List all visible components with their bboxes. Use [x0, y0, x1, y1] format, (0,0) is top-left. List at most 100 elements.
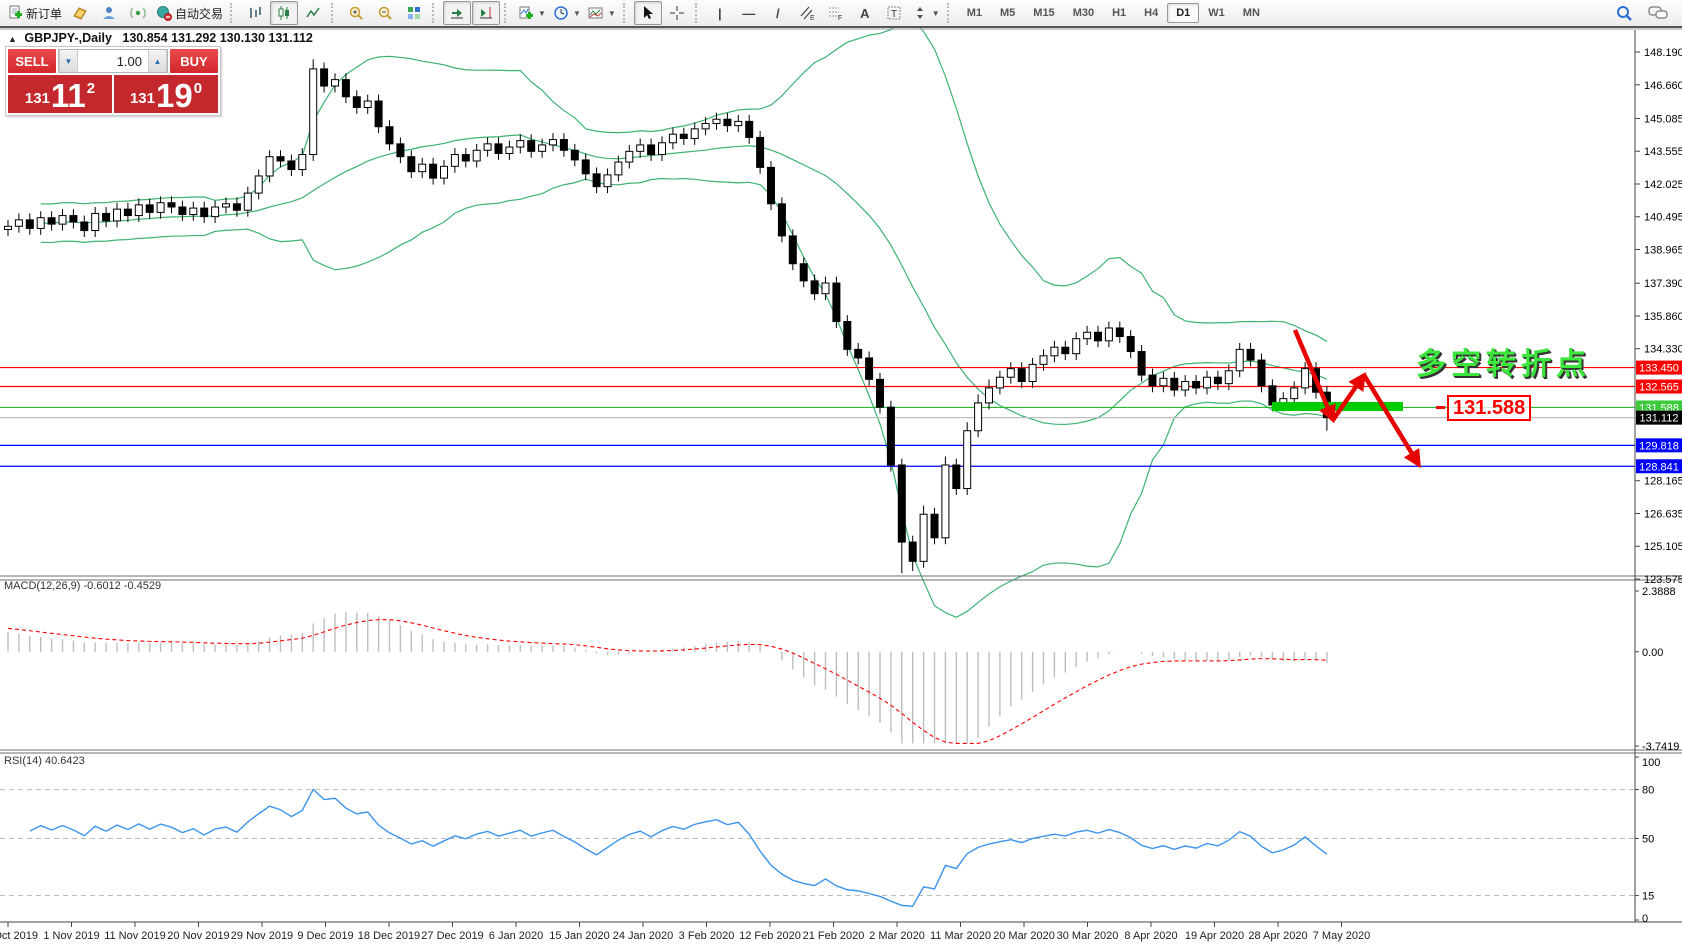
tile-windows-icon: [408, 7, 421, 19]
tile-windows-button[interactable]: [400, 1, 428, 25]
horizontal-lines: [0, 366, 1635, 467]
volume-decrease-button[interactable]: ▼: [59, 50, 78, 72]
crosshair-icon: [669, 6, 684, 20]
periods-button[interactable]: ▼: [550, 1, 584, 25]
svg-text:12 Feb 2020: 12 Feb 2020: [739, 930, 801, 942]
dropdown-caret-icon: ▼: [931, 8, 940, 18]
timeframe-m5-button[interactable]: M5: [1000, 7, 1016, 19]
line-chart-button[interactable]: [299, 1, 327, 25]
signals-button[interactable]: [124, 1, 152, 25]
svg-text:131.112: 131.112: [1640, 413, 1679, 425]
chart-shift-button[interactable]: [472, 1, 501, 25]
sell-button[interactable]: SELL: [8, 49, 56, 73]
dropdown-caret-icon: ▼: [572, 8, 581, 18]
svg-text:F: F: [838, 15, 842, 21]
svg-text:142.025: 142.025: [1644, 179, 1682, 191]
arrows-tool-button[interactable]: ▼: [909, 1, 943, 25]
volume-value[interactable]: 1.00: [116, 53, 142, 69]
volume-stepper: ▼ 1.00 ▲: [58, 49, 168, 73]
timeframe-m30-button[interactable]: M30: [1072, 7, 1095, 19]
one-click-trading-panel: SELL ▼ 1.00 ▲ BUY 131 11 2 131 19 0: [5, 46, 221, 116]
auto-trading-button[interactable]: 自动交易: [153, 1, 226, 25]
toolbar-grip: [432, 3, 439, 23]
bar-chart-button[interactable]: [241, 1, 269, 25]
svg-text:134.330: 134.330: [1644, 344, 1682, 356]
dropdown-caret-icon: ▼: [538, 8, 546, 18]
zoom-in-button[interactable]: [342, 1, 370, 25]
timeframe-m1-button[interactable]: M1: [966, 7, 982, 19]
macd-name: MACD(12,26,9): [4, 580, 81, 592]
svg-text:15 Jan 2020: 15 Jan 2020: [549, 930, 610, 942]
collapse-chart-arrow[interactable]: ▲: [8, 34, 17, 44]
label-tool-button[interactable]: T: [880, 1, 908, 25]
svg-text:20 Mar 2020: 20 Mar 2020: [993, 930, 1055, 942]
text-tool-button[interactable]: A: [851, 1, 879, 25]
svg-text:7 May 2020: 7 May 2020: [1313, 930, 1370, 942]
timeframe-h1-button[interactable]: H1: [1112, 7, 1127, 19]
buy-price-sup: 0: [193, 80, 203, 97]
chart-annotations: [1272, 329, 1421, 469]
horizontal-line-tool-button[interactable]: —: [735, 1, 763, 25]
svg-text:80: 80: [1642, 785, 1654, 797]
svg-text:125.105: 125.105: [1644, 541, 1682, 553]
profile-badge-icon: [73, 7, 87, 20]
new-order-icon: [9, 5, 22, 19]
candlestick-chart-button[interactable]: [270, 1, 299, 25]
zoom-out-button[interactable]: [371, 1, 399, 25]
toolbar-grip: [230, 3, 237, 23]
search-symbol-button[interactable]: [1610, 1, 1638, 25]
timeframe-h4-button[interactable]: H4: [1144, 7, 1159, 19]
svg-text:2 Mar 2020: 2 Mar 2020: [869, 930, 925, 942]
auto-scroll-button[interactable]: [443, 1, 472, 25]
svg-text:143.555: 143.555: [1644, 146, 1682, 158]
svg-text:21 Feb 2020: 21 Feb 2020: [803, 930, 865, 942]
buy-price[interactable]: 131 19 0: [114, 75, 218, 113]
svg-text:19 Apr 2020: 19 Apr 2020: [1185, 930, 1244, 942]
macd-values: -0.6012 -0.4529: [83, 580, 162, 592]
svg-text:15: 15: [1642, 891, 1654, 903]
svg-text:132.565: 132.565: [1639, 382, 1679, 394]
vertical-line-tool-button[interactable]: |: [706, 1, 734, 25]
market-watch-button[interactable]: [95, 1, 123, 25]
toolbar-grip: [331, 3, 338, 23]
indicators-button[interactable]: ▼: [515, 1, 549, 25]
profiles-button[interactable]: [66, 1, 94, 25]
cursor-icon: [643, 6, 653, 19]
toolbar-grip: [504, 3, 511, 23]
rsi-pane: [0, 788, 1635, 907]
trendline-tool-button[interactable]: /: [764, 1, 792, 25]
cursor-tool-button[interactable]: [633, 1, 662, 25]
fibonacci-tool-button[interactable]: F: [822, 1, 850, 25]
buy-button[interactable]: BUY: [170, 49, 218, 73]
timeframe-mn-button[interactable]: MN: [1242, 7, 1260, 19]
svg-text:E: E: [810, 15, 815, 21]
channel-tool-button[interactable]: E: [793, 1, 821, 25]
svg-text:27 Dec 2019: 27 Dec 2019: [421, 930, 483, 942]
crosshair-tool-button[interactable]: [663, 1, 691, 25]
timeframe-m15-button[interactable]: M15: [1033, 7, 1055, 19]
sell-price[interactable]: 131 11 2: [8, 75, 112, 113]
new-order-button[interactable]: 新订单: [4, 1, 65, 25]
timeframe-d1-button[interactable]: D1: [1167, 3, 1200, 23]
support-level-label[interactable]: 131.588: [1447, 395, 1532, 421]
templates-button[interactable]: ▼: [585, 1, 619, 25]
turning-point-annotation[interactable]: 多空转折点: [1416, 348, 1591, 381]
volume-increase-button[interactable]: ▲: [148, 50, 167, 72]
chat-button[interactable]: [1644, 1, 1672, 25]
sell-price-main: 11: [50, 77, 86, 114]
buy-price-main: 19: [155, 77, 193, 114]
svg-text:28 Apr 2020: 28 Apr 2020: [1248, 930, 1307, 942]
svg-text:8 Apr 2020: 8 Apr 2020: [1124, 930, 1177, 942]
svg-text:3 Feb 2020: 3 Feb 2020: [679, 930, 735, 942]
axes: 148.190 146.660 145.085 143.555 142.025 140.4…: [0, 28, 1682, 942]
svg-text:133.450: 133.450: [1639, 363, 1679, 375]
indicators-icon: [519, 6, 534, 19]
macd-indicator-label: MACD(12,26,9) -0.6012 -0.4529: [4, 580, 161, 592]
channel-icon: E: [800, 6, 815, 21]
svg-text:T: T: [891, 9, 897, 20]
vertical-line-icon: |: [717, 5, 722, 21]
chat-icon: [1648, 6, 1668, 19]
timeframe-w1-button[interactable]: W1: [1208, 7, 1225, 19]
